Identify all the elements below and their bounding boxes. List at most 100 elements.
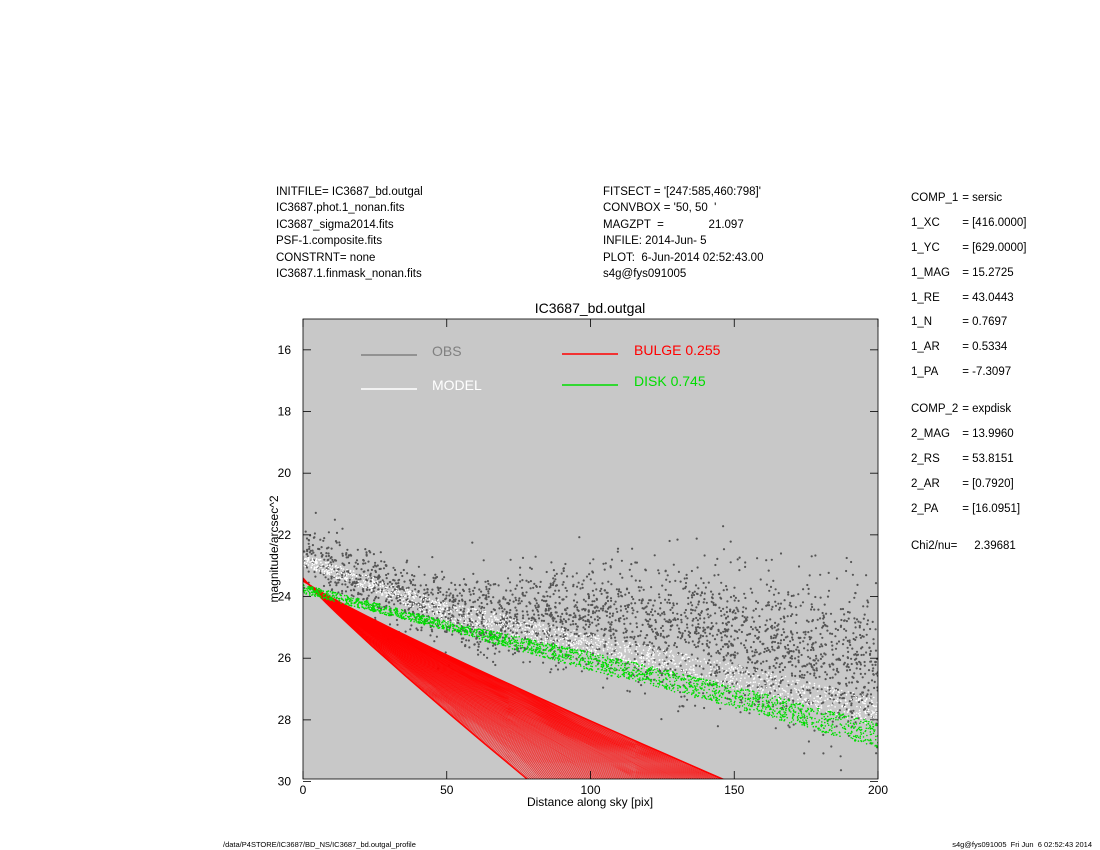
disk-point (727, 685, 729, 687)
disk-point (486, 635, 489, 637)
obs-point (739, 671, 742, 674)
model-point (770, 690, 772, 693)
disk-point (753, 708, 755, 711)
obs-point (783, 607, 786, 610)
obs-point (373, 575, 376, 578)
model-point (797, 693, 799, 696)
obs-point (471, 605, 475, 609)
bulge-edge (303, 577, 529, 779)
model-point (856, 705, 858, 708)
obs-point (478, 588, 481, 591)
obs-point (807, 587, 810, 591)
disk-point (843, 716, 846, 719)
model-point (536, 638, 539, 640)
obs-point (648, 618, 652, 621)
obs-point (825, 673, 829, 676)
model-point (599, 641, 601, 643)
obs-point (779, 552, 783, 555)
obs-point (634, 561, 637, 564)
model-point (525, 636, 528, 639)
obs-point (633, 657, 636, 661)
obs-point (503, 608, 506, 611)
obs-point (726, 600, 729, 603)
model-point (798, 690, 801, 692)
model-point (473, 608, 476, 610)
model-point (403, 601, 405, 603)
model-point (730, 675, 733, 678)
disk-point (460, 626, 463, 629)
disk-point (758, 713, 761, 716)
obs-point (457, 621, 460, 625)
obs-point (508, 602, 511, 605)
obs-point (360, 568, 363, 571)
obs-point (394, 573, 397, 577)
obs-point (561, 583, 564, 586)
obs-point (567, 628, 570, 632)
disk-point (507, 641, 509, 644)
disk-point (504, 633, 506, 636)
model-point (729, 679, 732, 682)
obs-point (851, 711, 854, 715)
obs-point (722, 525, 725, 528)
obs-point (697, 600, 700, 604)
obs-point (779, 602, 783, 605)
model-point (773, 685, 775, 687)
model-point (526, 622, 529, 625)
obs-point (685, 623, 689, 626)
obs-point (588, 573, 591, 576)
model-point (320, 566, 322, 569)
obs-point (744, 617, 748, 621)
disk-point (576, 659, 578, 661)
obs-point (561, 598, 564, 601)
obs-point (806, 643, 809, 646)
obs-point (596, 629, 599, 632)
obs-point (626, 636, 629, 639)
obs-point (750, 625, 753, 629)
obs-point (594, 611, 597, 614)
model-point (799, 691, 801, 694)
obs-point (725, 635, 729, 638)
obs-point (784, 636, 788, 639)
obs-point (443, 576, 446, 579)
model-point (530, 631, 532, 633)
model-point (809, 695, 812, 697)
obs-point (722, 607, 725, 610)
obs-point (487, 592, 490, 595)
obs-point (524, 636, 527, 639)
obs-point (669, 628, 672, 631)
model-point (318, 559, 321, 561)
model-point (733, 672, 736, 675)
obs-point (348, 578, 351, 581)
model-point (673, 663, 676, 665)
obs-point (603, 589, 607, 592)
model-point (815, 705, 818, 708)
model-point (545, 632, 547, 635)
model-point (437, 607, 440, 610)
obs-point (602, 562, 605, 565)
obs-point (707, 626, 710, 629)
obs-point (487, 595, 490, 598)
model-point (471, 613, 473, 616)
param-row: 1_N = 0.7697 (911, 316, 1007, 328)
obs-point (660, 718, 663, 721)
obs-point (733, 599, 736, 602)
model-point (579, 639, 581, 642)
model-point (815, 700, 817, 702)
model-point (462, 605, 464, 607)
obs-point (517, 602, 520, 605)
model-point (427, 599, 429, 601)
model-point (775, 675, 777, 677)
obs-point (807, 620, 810, 623)
obs-point (746, 661, 750, 664)
obs-point (449, 592, 452, 595)
model-point (653, 648, 655, 651)
obs-point (494, 583, 497, 586)
model-point (578, 632, 581, 635)
obs-point (673, 642, 677, 645)
model-point (376, 584, 378, 587)
model-point (560, 630, 563, 632)
obs-point (674, 618, 677, 622)
model-point (705, 662, 708, 664)
model-point (766, 674, 768, 676)
model-point (493, 616, 496, 618)
